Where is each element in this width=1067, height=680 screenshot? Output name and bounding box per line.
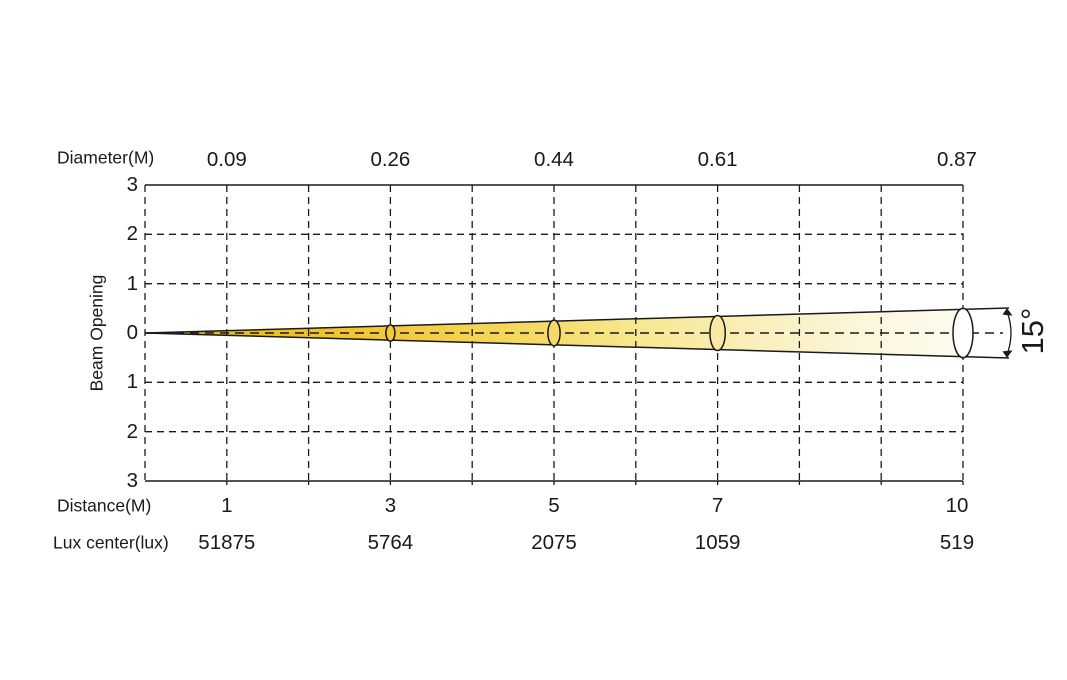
beam-opening-tick-label: 3 — [126, 173, 138, 196]
diameter-value: 0.26 — [370, 148, 411, 171]
lux-center-value: 51875 — [198, 531, 256, 554]
diameter-value: 0.87 — [937, 148, 977, 171]
distance-axis-label: Distance(M) — [57, 495, 152, 516]
distance-value: 3 — [384, 494, 397, 517]
diameter-axis-label: Diameter(M) — [57, 147, 155, 168]
beam-opening-tick-label: 2 — [126, 419, 138, 443]
distance-value: 5 — [548, 494, 560, 517]
diameter-value: 0.09 — [206, 148, 247, 171]
lux-center-value: 2075 — [531, 531, 577, 554]
beam-opening-tick-label: 1 — [126, 370, 138, 394]
distance-value: 10 — [945, 494, 969, 517]
lux-center-value: 5764 — [367, 531, 414, 554]
arc-arrowhead-bottom — [1002, 350, 1013, 358]
beam-opening-tick-label: 0 — [126, 321, 138, 344]
beam-cross-section-ellipse — [709, 314, 727, 352]
lux-center-value: 519 — [939, 531, 975, 554]
beam-cross-section-ellipse — [385, 324, 396, 342]
diameter-value: 0.61 — [697, 148, 738, 171]
lux-center-axis-label: Lux center(lux) — [53, 532, 169, 553]
beam-edge-bottom — [144, 332, 1010, 359]
distance-value: 1 — [221, 494, 233, 517]
beam-angle-label: 15° — [1015, 307, 1050, 355]
distance-value: 7 — [711, 494, 724, 517]
beam-angle-arc — [1005, 309, 1012, 357]
beam-opening-tick-label: 1 — [126, 271, 138, 295]
beam-edge-top — [144, 307, 1010, 334]
arc-arrowhead-top — [1002, 308, 1013, 316]
beam-cross-section-ellipse — [952, 307, 974, 359]
lux-center-value: 1059 — [694, 531, 741, 554]
beam-cross-section-ellipse — [547, 319, 561, 347]
beam-opening-tick-label: 2 — [126, 222, 138, 246]
diameter-value: 0.44 — [534, 148, 574, 171]
beam-opening-tick-label: 3 — [126, 469, 138, 492]
